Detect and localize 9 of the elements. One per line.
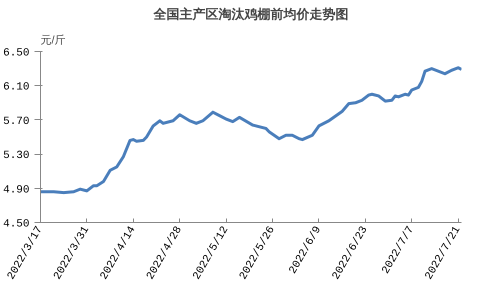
- y-tick-label: 5.70: [3, 116, 30, 128]
- chart-title: 全国主产区淘汰鸡棚前均价走势图: [152, 6, 348, 22]
- y-tick-label: 6.10: [3, 82, 30, 94]
- y-tick-label: 5.30: [3, 150, 30, 162]
- line-series: [40, 66, 462, 194]
- y-tick-label: 4.50: [3, 218, 30, 230]
- y-tick-label: 6.50: [3, 48, 30, 60]
- y-tick-label: 4.90: [3, 184, 30, 196]
- y-axis-title: 元/斤: [40, 34, 66, 46]
